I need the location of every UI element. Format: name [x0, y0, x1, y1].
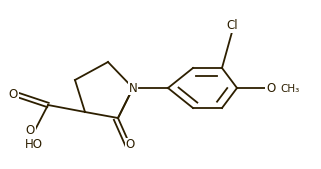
Text: O: O [9, 89, 18, 102]
Text: HO: HO [25, 138, 43, 151]
Text: O: O [126, 139, 134, 151]
Text: N: N [129, 81, 137, 94]
Text: Cl: Cl [226, 19, 238, 32]
Text: CH₃: CH₃ [280, 84, 299, 94]
Text: O: O [266, 81, 275, 94]
Text: O: O [26, 124, 35, 137]
